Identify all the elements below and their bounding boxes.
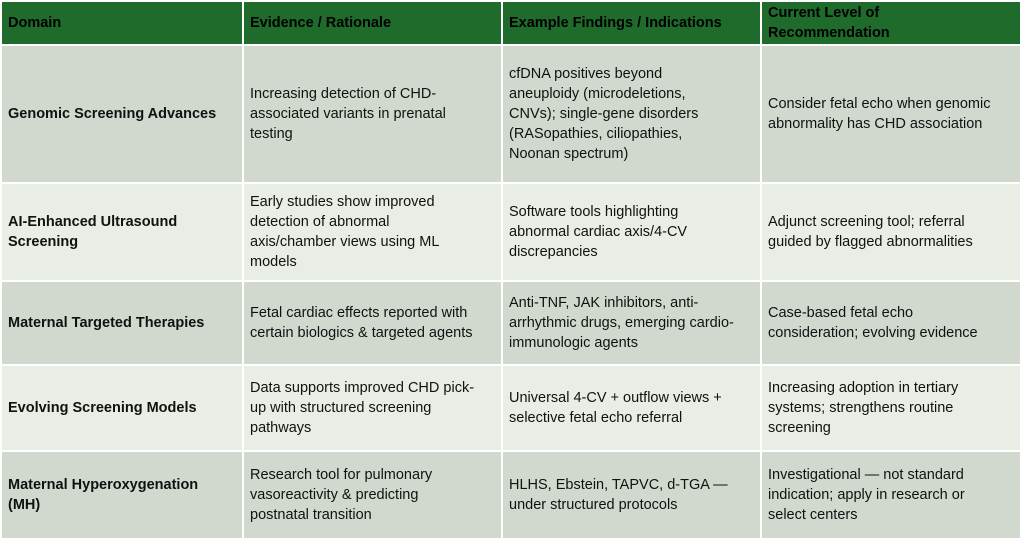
table-row: Maternal Targeted Therapies Fetal cardia… xyxy=(0,280,1022,366)
header-findings: Example Findings / Indications xyxy=(501,0,762,46)
table-row: Genomic Screening Advances Increasing de… xyxy=(0,44,1022,184)
recommendation-cell: Consider fetal echo when genomic abnorma… xyxy=(760,44,1022,184)
evidence-cell: Early studies show improved detection of… xyxy=(242,182,503,282)
domain-cell: AI-Enhanced Ultrasound Screening xyxy=(0,182,244,282)
findings-cell: HLHS, Ebstein, TAPVC, d-TGA — under stru… xyxy=(501,450,762,540)
header-recommendation: Current Level of Recommendation xyxy=(760,0,1022,46)
evidence-cell: Increasing detection of CHD- associated … xyxy=(242,44,503,184)
recommendation-cell: Adjunct screening tool; referral guided … xyxy=(760,182,1022,282)
header-domain: Domain xyxy=(0,0,244,46)
table-row: Maternal Hyperoxygenation (MH) Research … xyxy=(0,450,1022,540)
evidence-cell: Data supports improved CHD pick- up with… xyxy=(242,364,503,452)
table-row: AI-Enhanced Ultrasound Screening Early s… xyxy=(0,182,1022,282)
findings-cell: Universal 4-CV + outflow views + selecti… xyxy=(501,364,762,452)
recommendation-cell: Investigational — not standard indicatio… xyxy=(760,450,1022,540)
findings-cell: Software tools highlighting abnormal car… xyxy=(501,182,762,282)
findings-cell: Anti-TNF, JAK inhibitors, anti- arrhythm… xyxy=(501,280,762,366)
domain-cell: Evolving Screening Models xyxy=(0,364,244,452)
evidence-cell: Fetal cardiac effects reported with cert… xyxy=(242,280,503,366)
domain-cell: Genomic Screening Advances xyxy=(0,44,244,184)
header-evidence: Evidence / Rationale xyxy=(242,0,503,46)
recommendation-cell: Case-based fetal echo consideration; evo… xyxy=(760,280,1022,366)
domain-cell: Maternal Hyperoxygenation (MH) xyxy=(0,450,244,540)
domain-cell: Maternal Targeted Therapies xyxy=(0,280,244,366)
evidence-cell: Research tool for pulmonary vasoreactivi… xyxy=(242,450,503,540)
recommendation-cell: Increasing adoption in tertiary systems;… xyxy=(760,364,1022,452)
findings-cell: cfDNA positives beyond aneuploidy (micro… xyxy=(501,44,762,184)
table-row: Evolving Screening Models Data supports … xyxy=(0,364,1022,452)
header-row: Domain Evidence / Rationale Example Find… xyxy=(0,0,1022,46)
